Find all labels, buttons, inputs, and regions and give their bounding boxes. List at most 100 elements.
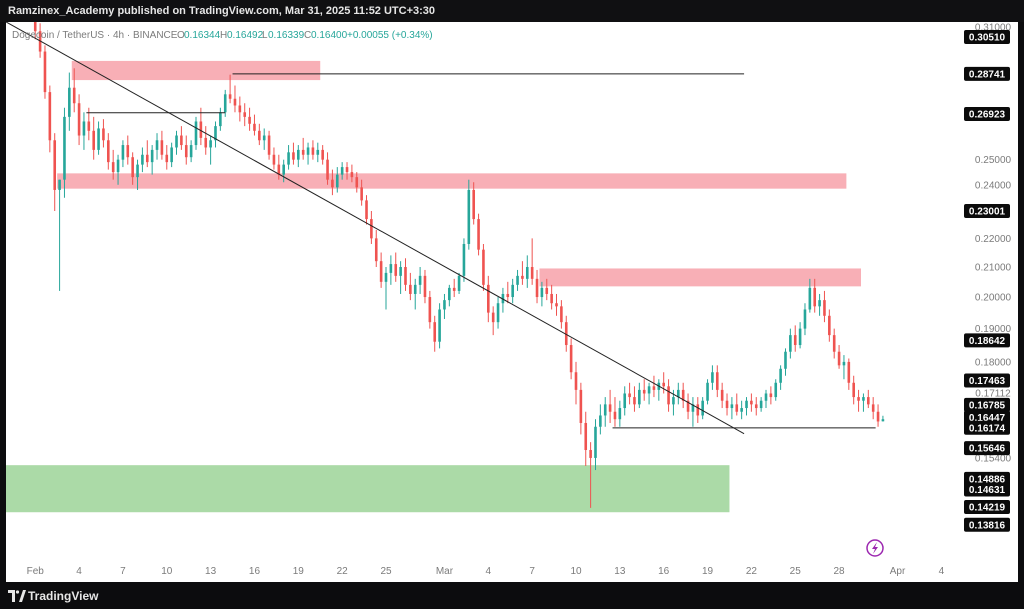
chart-panel[interactable]: Dogecoin / TetherUS · 4h · BINANCE O 0.1…	[6, 22, 1018, 582]
candle-body	[613, 411, 617, 420]
candle-body	[823, 300, 826, 316]
candle-body	[828, 315, 831, 336]
candle-body	[686, 400, 690, 412]
candle-body	[837, 351, 841, 366]
price-label-text: 0.28741	[969, 69, 1006, 80]
candle-body	[521, 275, 524, 279]
candle-body	[701, 400, 704, 416]
candle-body	[379, 261, 383, 282]
candle-body	[774, 382, 778, 398]
candle-body	[535, 278, 539, 298]
footer-bar: TradingView	[0, 582, 1024, 609]
candle-body	[589, 449, 592, 458]
low-value: 0.16339	[268, 30, 305, 41]
candle-body	[301, 149, 305, 155]
candle-body	[136, 164, 139, 178]
candle-body	[793, 335, 797, 346]
candle-body	[370, 219, 373, 239]
candle-body	[331, 179, 334, 188]
ohlc-legend: Dogecoin / TetherUS · 4h · BINANCE O 0.1…	[12, 30, 433, 41]
candle-body	[272, 154, 276, 165]
candle-body	[316, 149, 320, 155]
candle-body	[418, 275, 422, 285]
price-label-box: 0.15646	[964, 441, 1010, 456]
candle-body	[691, 404, 695, 412]
candle-body	[564, 322, 568, 346]
candle-body	[126, 145, 130, 158]
candle-body	[287, 152, 290, 165]
candle-body	[219, 112, 222, 127]
tradingview-logo-icon[interactable]	[8, 590, 26, 602]
trendline	[6, 22, 745, 435]
candle-body	[267, 135, 271, 155]
price-tick-label: 0.19000	[975, 324, 1012, 335]
candle-body	[603, 404, 607, 416]
candle-body	[569, 345, 573, 373]
candle-body	[345, 167, 349, 173]
price-label-box: 0.23001	[964, 203, 1010, 218]
candle-body	[798, 328, 802, 346]
candle-body	[394, 264, 398, 276]
candle-body	[292, 152, 295, 160]
candle-body	[438, 309, 441, 342]
change-value: +0.00055 (+0.34%)	[347, 30, 433, 41]
price-label-bg	[964, 500, 1010, 515]
candles-layer	[33, 22, 885, 508]
time-tick-label: Apr	[890, 566, 906, 577]
candle-body	[409, 284, 412, 294]
symbol-label: Dogecoin / TetherUS · 4h · BINANCE	[12, 30, 178, 41]
candle-body	[248, 116, 251, 124]
candle-body	[462, 243, 466, 276]
price-label-bg	[964, 333, 1010, 348]
candle-body	[413, 284, 417, 294]
time-tick-label: 22	[337, 566, 349, 577]
candle-body	[262, 135, 266, 141]
time-tick-label: 19	[293, 566, 305, 577]
candle-body	[48, 92, 52, 141]
price-label-box: 0.14219	[964, 500, 1010, 515]
candle-body	[652, 386, 656, 390]
price-label-bg	[964, 66, 1010, 81]
candle-body	[730, 404, 734, 409]
price-chart[interactable]: Dogecoin / TetherUS · 4h · BINANCE O 0.1…	[6, 22, 1018, 582]
candle-body	[77, 103, 81, 136]
time-tick-label: 16	[658, 566, 670, 577]
candle-body	[63, 116, 66, 180]
candle-body	[545, 287, 549, 294]
price-label-text: 0.17463	[969, 376, 1006, 387]
price-label-text: 0.14219	[969, 503, 1006, 514]
price-axis: 0.31000 0.25000 0.24000 0.22000 0.21000 0.200…	[964, 23, 1012, 532]
candle-body	[467, 189, 471, 244]
candle-body	[642, 389, 646, 394]
candle-body	[784, 351, 787, 369]
candle-body	[423, 275, 427, 298]
candle-body	[638, 389, 641, 405]
candle-body	[789, 335, 792, 352]
price-label-bg	[964, 107, 1010, 122]
price-label-bg	[964, 441, 1010, 456]
price-label-bg	[964, 30, 1010, 45]
candle-body	[282, 164, 285, 175]
candle-body	[540, 287, 544, 298]
candle-body	[487, 284, 490, 313]
price-tick-label: 0.25000	[975, 155, 1012, 166]
candle-body	[53, 140, 57, 190]
time-tick-label: Mar	[436, 566, 454, 577]
support-zone	[6, 465, 730, 513]
candle-body	[204, 137, 208, 148]
candle-body	[374, 238, 378, 262]
price-label-box: 0.14886	[964, 471, 1010, 486]
resistance-zone	[539, 268, 861, 287]
candle-body	[491, 312, 495, 323]
candle-body	[326, 159, 329, 180]
candle-body	[677, 389, 680, 398]
candle-body	[72, 87, 76, 104]
candle-body	[628, 393, 631, 398]
lightning-icon[interactable]	[866, 539, 884, 557]
price-label-box: 0.16785	[964, 397, 1010, 412]
candle-body	[82, 121, 86, 136]
high-value: 0.16492	[227, 30, 264, 41]
candle-body	[452, 287, 456, 291]
candle-body	[107, 140, 110, 163]
candle-body	[706, 382, 709, 401]
